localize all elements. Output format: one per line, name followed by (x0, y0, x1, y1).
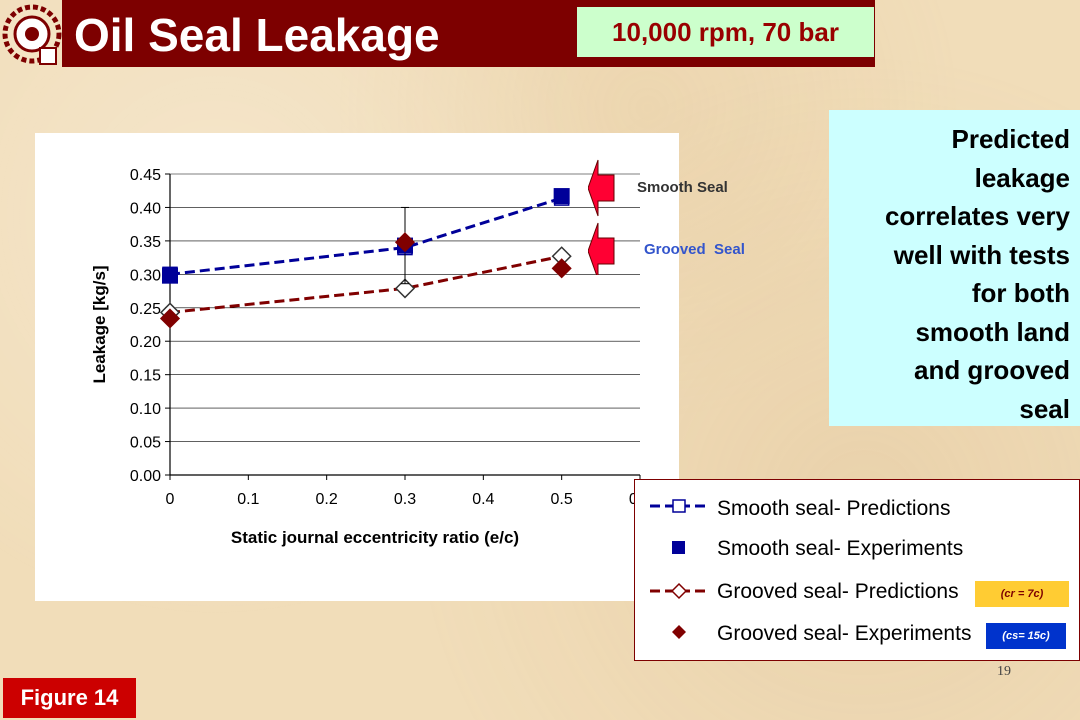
legend-item-smooth-predictions: Smooth seal- Predictions (650, 497, 950, 520)
operating-conditions-badge: 10,000 rpm, 70 bar (577, 7, 874, 57)
legend-label: Smooth seal- Predictions (717, 497, 950, 520)
arrow-icons (588, 159, 615, 275)
smooth-clearance-note: (cs= 15c) (986, 623, 1066, 649)
page-number: 19 (997, 664, 1011, 679)
y-tick-label: 0.25 (130, 301, 161, 318)
callout-box: Predicted leakage correlates very well w… (829, 110, 1080, 426)
smooth-experiment-point (553, 188, 570, 205)
x-tick-label: 0.5 (551, 491, 573, 508)
grooved-experiment-point (394, 232, 416, 253)
callout-line: leakage (974, 162, 1070, 193)
x-tick-label: 0.4 (472, 491, 494, 508)
series-line (169, 254, 562, 314)
callout-line: smooth land (915, 316, 1070, 347)
grooved-experiment-point (551, 258, 572, 279)
y-tick-label: 0.20 (130, 334, 161, 351)
callout-line: Predicted (951, 124, 1071, 154)
x-axis-label: Static journal eccentricity ratio (e/c) (231, 528, 519, 547)
x-tick-label: 0.2 (316, 491, 338, 508)
series-line (169, 196, 563, 276)
grooved-clearance-note: (cr = 7c) (975, 581, 1069, 607)
grooved-arrow-icon (588, 222, 615, 275)
x-tick-label: 0.3 (394, 491, 416, 508)
y-axis-label: Leakage [kg/s] (90, 265, 109, 383)
smooth-seal-label: Smooth Seal (637, 179, 728, 196)
callout-line: seal (1019, 393, 1070, 424)
legend-label: Grooved seal- Experiments (717, 622, 971, 645)
figure-label: Figure 14 (3, 678, 136, 718)
x-tick-label: 0 (166, 491, 175, 508)
y-tick-label: 0.00 (130, 468, 161, 485)
y-tick-label: 0.15 (130, 368, 161, 385)
legend-item-grooved-experiments: Grooved seal- Experiments (672, 622, 971, 645)
gear-seal-logo-icon (2, 4, 62, 65)
grooved-prediction-point (394, 278, 416, 299)
legend-label: Smooth seal- Experiments (717, 537, 963, 560)
y-tick-label: 0.45 (130, 167, 161, 184)
y-tick-label: 0.35 (130, 234, 161, 251)
callout-line: and grooved (913, 355, 1070, 385)
grooved-experiment-point (159, 308, 181, 329)
x-tick-label: 0.1 (237, 491, 259, 508)
page-title: Oil Seal Leakage (74, 9, 440, 61)
y-tick-label: 0.10 (130, 401, 161, 418)
y-tick-label: 0.05 (130, 435, 161, 452)
y-tick-label: 0.40 (130, 200, 161, 217)
legend-graphic: Smooth seal- Predictions Smooth seal- Ex… (650, 497, 971, 645)
callout-line: for both (971, 278, 1070, 308)
leakage-chart: 0.000.050.100.150.200.250.300.350.400.45… (90, 167, 651, 547)
smooth-experiment-point (162, 267, 178, 284)
callout-text: Predicted leakage correlates very well w… (830, 120, 1070, 428)
callout-line: well with tests (893, 239, 1070, 270)
legend-item-grooved-predictions: Grooved seal- Predictions (650, 580, 959, 603)
legend-label: Grooved seal- Predictions (717, 580, 959, 603)
callout-line: correlates very (884, 201, 1070, 231)
grooved-seal-label: Grooved Seal (644, 241, 745, 258)
chart-panel: 0.00 0.05 0.10 0.15 0.20 0.25 0.30 0.35 0.40 0.45… (35, 133, 679, 601)
y-tick-label: 0.30 (130, 267, 161, 284)
smooth-arrow-icon (588, 159, 615, 217)
legend-item-smooth-experiments: Smooth seal- Experiments (672, 537, 963, 560)
